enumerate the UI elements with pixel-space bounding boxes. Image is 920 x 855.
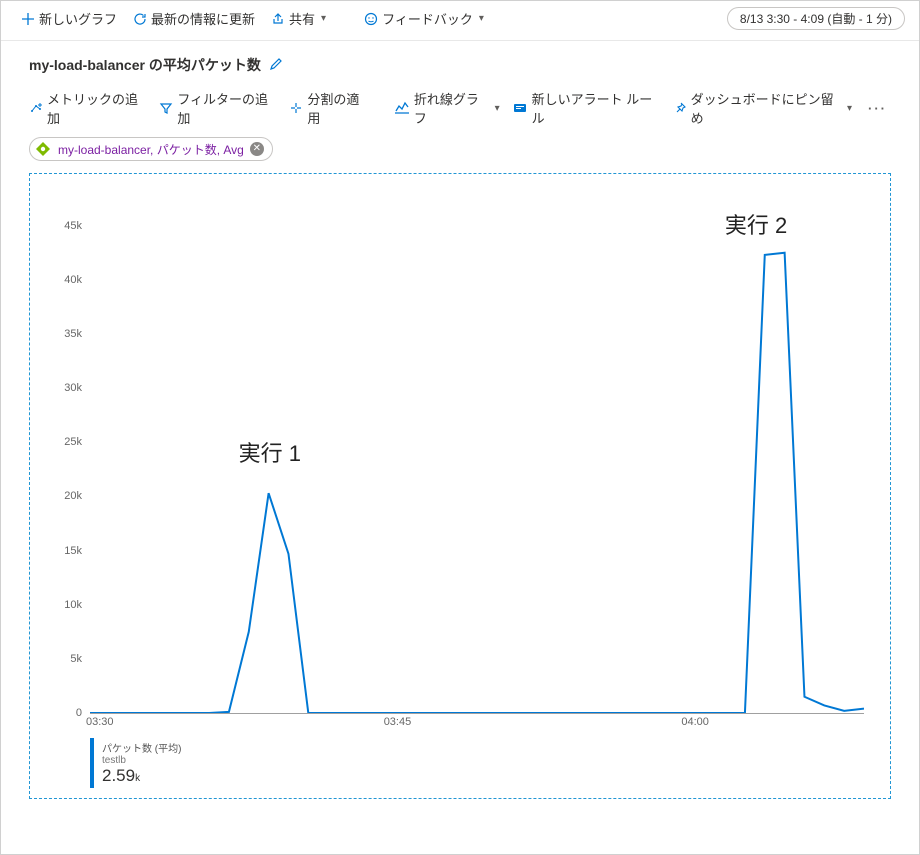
chart-title: my-load-balancer の平均パケット数	[29, 55, 261, 75]
line-chart-icon	[394, 101, 410, 115]
chevron-down-icon: ▾	[495, 103, 500, 114]
refresh-label: 最新の情報に更新	[151, 9, 255, 28]
add-metric-icon	[29, 101, 43, 115]
feedback-label: フィードバック	[382, 9, 473, 28]
plus-icon	[21, 12, 35, 26]
feedback-button[interactable]: フィードバック ▾	[358, 7, 490, 30]
legend: パケット数 (平均) testlb 2.59k	[90, 738, 189, 788]
add-metric-label: メトリックの追加	[47, 89, 147, 127]
share-label: 共有	[289, 9, 315, 28]
time-range-button[interactable]: 8/13 3:30 - 4:09 (自動 - 1 分)	[727, 7, 905, 30]
split-icon	[289, 101, 303, 115]
chart-title-row: my-load-balancer の平均パケット数	[1, 41, 919, 85]
chart-annotation: 実行 2	[725, 208, 787, 240]
series-line	[90, 253, 864, 713]
pencil-icon	[269, 57, 283, 71]
x-axis-labels: 03:3003:4504:00	[90, 714, 864, 730]
y-axis-labels: 05k10k15k20k25k30k35k40k45k	[46, 204, 86, 713]
y-tick-label: 0	[76, 707, 82, 719]
more-button[interactable]: ···	[864, 101, 891, 116]
y-tick-label: 35k	[64, 328, 82, 340]
share-button[interactable]: 共有 ▾	[265, 7, 332, 30]
legend-subtitle: testlb	[102, 755, 181, 766]
line-chart-svg	[90, 204, 864, 713]
y-tick-label: 40k	[64, 274, 82, 286]
chevron-down-icon: ▾	[479, 13, 484, 24]
x-tick-label: 04:00	[681, 716, 709, 728]
time-range-label: 8/13 3:30 - 4:09 (自動 - 1 分)	[740, 12, 892, 26]
filter-icon	[159, 101, 173, 115]
x-tick-label: 03:45	[384, 716, 412, 728]
y-tick-label: 20k	[64, 490, 82, 502]
add-filter-label: フィルターの追加	[177, 89, 277, 127]
metric-chip-label: my-load-balancer, パケット数, Avg	[58, 141, 244, 158]
top-toolbar: 新しいグラフ 最新の情報に更新 共有 ▾ フィードバック ▾ 8/13 3:30…	[1, 1, 919, 41]
pin-dashboard-button[interactable]: ダッシュボードにピン留め ▾	[673, 89, 852, 127]
chart-type-button[interactable]: 折れ線グラフ ▾	[394, 89, 500, 127]
chart-annotation: 実行 1	[239, 436, 301, 468]
new-alert-button[interactable]: 新しいアラート ルール	[512, 89, 661, 127]
new-chart-label: 新しいグラフ	[39, 9, 117, 28]
pin-icon	[673, 101, 687, 115]
chevron-down-icon: ▾	[321, 13, 326, 24]
y-tick-label: 30k	[64, 382, 82, 394]
y-tick-label: 25k	[64, 436, 82, 448]
chart-toolbar: メトリックの追加 フィルターの追加 分割の適用 折れ線グラフ ▾ 新しいアラート…	[1, 85, 919, 137]
new-alert-label: 新しいアラート ルール	[532, 89, 661, 127]
refresh-button[interactable]: 最新の情報に更新	[127, 7, 261, 30]
y-tick-label: 10k	[64, 599, 82, 611]
refresh-icon	[133, 12, 147, 26]
feedback-icon	[364, 12, 378, 26]
apply-split-button[interactable]: 分割の適用	[289, 89, 370, 127]
apply-split-label: 分割の適用	[307, 89, 370, 127]
plot-area: 05k10k15k20k25k30k35k40k45k 実行 1実行 2	[90, 204, 864, 714]
share-icon	[271, 12, 285, 26]
legend-value: 2.59k	[102, 766, 181, 786]
new-chart-button[interactable]: 新しいグラフ	[15, 7, 123, 30]
chart-type-label: 折れ線グラフ	[414, 89, 489, 127]
add-filter-button[interactable]: フィルターの追加	[159, 89, 277, 127]
load-balancer-icon	[34, 140, 52, 158]
chart-container: 0 5k 10k 15k 20k 25k 30k 35k 40k 45k 実行 1 実行 2 03:…	[29, 173, 891, 799]
y-tick-label: 15k	[64, 545, 82, 557]
y-tick-label: 45k	[64, 220, 82, 232]
legend-title: パケット数 (平均)	[102, 740, 181, 755]
edit-title-button[interactable]	[269, 57, 283, 74]
metric-chip[interactable]: my-load-balancer, パケット数, Avg ✕	[29, 137, 273, 161]
x-tick-label: 03:30	[86, 716, 114, 728]
pin-dashboard-label: ダッシュボードにピン留め	[691, 89, 841, 127]
remove-metric-button[interactable]: ✕	[250, 142, 264, 156]
add-metric-button[interactable]: メトリックの追加	[29, 89, 147, 127]
chevron-down-icon: ▾	[847, 103, 852, 114]
metric-chip-row: my-load-balancer, パケット数, Avg ✕	[1, 137, 919, 167]
alert-icon	[512, 101, 528, 115]
y-tick-label: 5k	[70, 653, 82, 665]
